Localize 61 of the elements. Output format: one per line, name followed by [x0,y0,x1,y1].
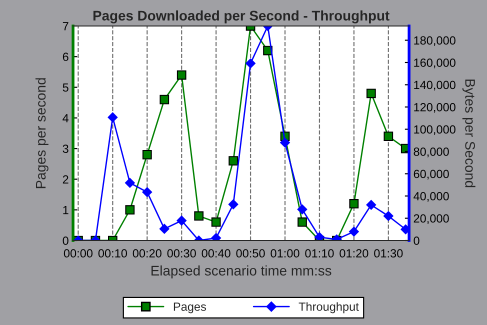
x-tick-label: 00:00 [64,249,93,258]
x-tick-label: 00:10 [98,249,127,258]
point [400,144,410,154]
point [297,204,308,214]
point [298,217,307,227]
y2-tick-label: 160,000 [414,58,456,68]
y2-tick-label: 60,000 [414,170,449,180]
point [211,217,221,227]
y-tick-label: 1 [63,206,68,214]
point [280,138,290,148]
point [383,211,394,221]
point [314,232,324,240]
x-tick-label: 01:00 [270,249,300,258]
y2-tick-label: 20,000 [414,214,449,224]
point [176,216,187,226]
y2-tick-label: 0 [414,236,420,245]
legend-label: Pages [174,302,206,314]
point [228,156,238,166]
point [124,178,135,188]
point [160,94,170,104]
point [349,199,359,208]
y-tick-label: 0 [62,236,68,245]
y-tick-label: 6 [62,52,68,62]
chart-title: Pages Downloaded per Second - Throughput [93,10,390,24]
x-tick-label: 01:30 [374,249,403,258]
point [246,58,256,68]
y-axis-title: Pages per second [35,78,48,188]
y2-axis-title: Bytes per Second [462,80,476,188]
x-tick-label: 01:10 [305,249,334,258]
point [142,187,152,198]
y2-tick-label: 40,000 [414,192,449,202]
point [400,224,410,234]
point [366,200,376,210]
x-tick-label: 00:40 [202,249,230,258]
x-tick-label: 00:30 [167,249,196,258]
point [142,150,152,160]
y-tick-label: 4 [62,114,69,122]
point [384,132,394,141]
y2-tick-label: 100,000 [414,125,456,136]
y-tick-label: 5 [62,83,68,92]
x-axis-title: Elapsed scenario time mm:ss [152,265,332,278]
point [159,224,170,234]
point [366,88,376,98]
y2-tick-label: 180,000 [414,36,456,46]
y-tick-label: 2 [62,175,68,184]
y2-tick-label: 80,000 [414,148,449,158]
legend-label: Throughput [298,302,359,314]
point [211,233,222,240]
point [176,70,186,80]
y-tick-label: 7 [62,22,68,30]
x-tick-label: 00:20 [132,249,162,258]
x-tick-label: 00:50 [236,249,265,258]
point [194,211,204,221]
point [228,199,238,210]
y-tick-label: 3 [62,144,68,153]
point [108,112,118,122]
point [348,226,359,237]
x-tick-label: 01:20 [340,249,368,258]
point [125,205,135,215]
y2-tick-label: 140,000 [414,80,456,91]
y2-tick-label: 120,000 [414,103,456,113]
